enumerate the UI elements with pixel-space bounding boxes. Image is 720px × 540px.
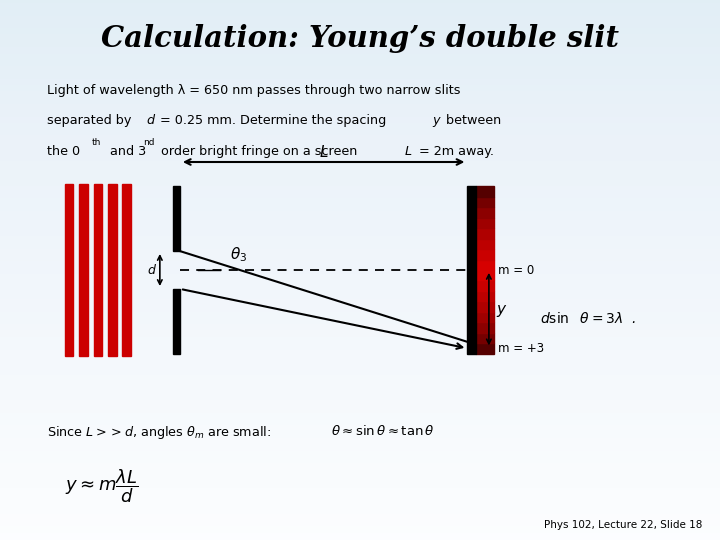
Bar [79,184,88,356]
Text: d: d [146,114,154,127]
Bar [122,184,131,356]
Text: = 0.25 mm. Determine the spacing: = 0.25 mm. Determine the spacing [156,114,390,127]
Text: m = +3: m = +3 [498,342,544,355]
Text: $d\sin\ \ \theta{=}3\lambda$  .: $d\sin\ \ \theta{=}3\lambda$ . [540,311,636,326]
Bar [476,280,494,291]
Bar [476,228,494,239]
Bar [476,260,494,270]
Bar [94,184,102,356]
Bar [467,186,476,354]
Text: Light of wavelength λ = 650 nm passes through two narrow slits: Light of wavelength λ = 650 nm passes th… [47,84,460,97]
Bar [476,301,494,312]
Text: between: between [442,114,501,127]
Text: the 0: the 0 [47,145,80,158]
Text: th: th [92,138,102,147]
Text: m = 0: m = 0 [498,264,534,276]
Bar [476,322,494,333]
Bar [476,333,494,343]
Text: separated by: separated by [47,114,135,127]
Text: and 3: and 3 [106,145,146,158]
Bar [476,312,494,322]
Bar [108,184,117,356]
Bar [65,184,73,356]
Text: $\theta_3$: $\theta_3$ [230,246,248,264]
Text: Calculation: Young’s double slit: Calculation: Young’s double slit [101,24,619,53]
Bar [476,197,494,207]
Text: d: d [148,264,155,276]
Bar [476,249,494,260]
Text: $\theta \approx \sin\theta \approx \tan\theta$: $\theta \approx \sin\theta \approx \tan\… [331,424,435,438]
Text: Since $L >> d$, angles $\theta_m$ are small:: Since $L >> d$, angles $\theta_m$ are sm… [47,424,271,441]
Text: L: L [320,145,328,160]
Bar [476,186,494,197]
Text: y: y [433,114,440,127]
Bar [476,270,494,280]
Bar [476,343,494,354]
Text: order bright fringe on a screen: order bright fringe on a screen [157,145,361,158]
Bar [173,289,180,354]
Text: L: L [405,145,412,158]
Text: y: y [496,302,505,316]
Bar [476,207,494,218]
Bar [476,218,494,228]
Text: Phys 102, Lecture 22, Slide 18: Phys 102, Lecture 22, Slide 18 [544,520,702,530]
Text: = 2m away.: = 2m away. [415,145,494,158]
Bar [173,186,180,251]
Bar [476,239,494,249]
Bar [476,291,494,301]
Text: nd: nd [143,138,155,147]
Text: $y \approx m\dfrac{\lambda L}{d}$: $y \approx m\dfrac{\lambda L}{d}$ [65,467,138,505]
